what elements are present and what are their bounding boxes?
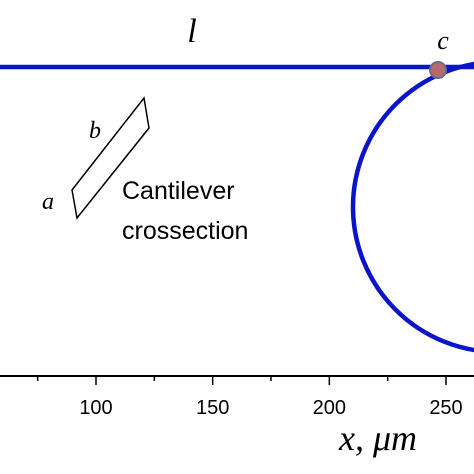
contact-point [429, 61, 447, 79]
x-tick-label: 150 [196, 397, 229, 419]
crosssection-label-a: a [42, 189, 54, 215]
beam-label: l [187, 13, 196, 50]
x-tick-label: 200 [313, 397, 346, 419]
crosssection-label-b: b [89, 118, 101, 144]
x-axis-title: x, μm [338, 418, 417, 458]
x-axis-ticks [36, 376, 447, 385]
x-tick-label: 100 [79, 397, 112, 419]
x-axis-tick-labels: 100 150 200 250 [79, 397, 462, 419]
contact-point-label: c [437, 26, 449, 55]
crosssection-caption-line1: Cantilever [122, 177, 235, 205]
x-tick-label: 250 [429, 397, 462, 419]
trajectory-circle [350, 61, 474, 353]
crosssection-caption-line2: crossection [122, 217, 248, 245]
cantilever-crosssection-shape [71, 96, 150, 220]
